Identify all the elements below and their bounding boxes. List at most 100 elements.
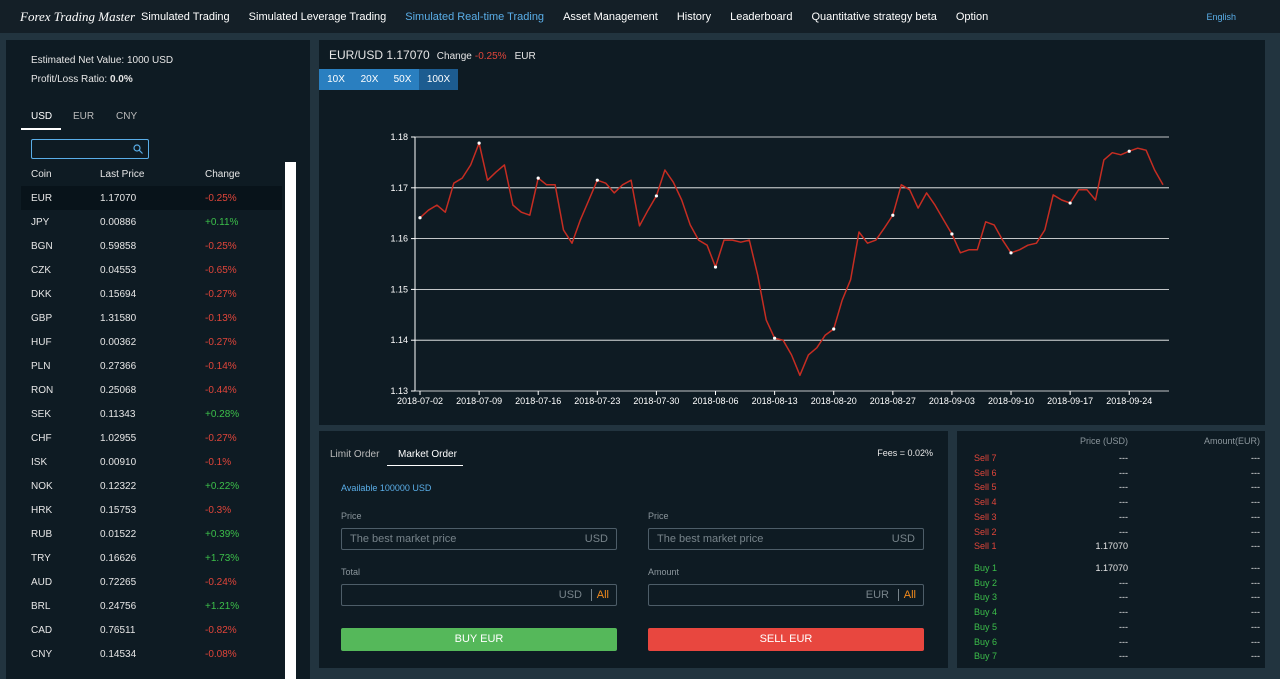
column-header: Coin bbox=[31, 169, 52, 180]
cell: -0.14% bbox=[205, 361, 237, 372]
book-label: Sell 6 bbox=[974, 467, 997, 478]
cell: -0.27% bbox=[205, 289, 237, 300]
nav-item[interactable]: Simulated Real-time Trading bbox=[405, 11, 545, 23]
leverage-button[interactable]: 10X bbox=[319, 69, 353, 90]
point bbox=[654, 194, 659, 198]
total-input[interactable]: USD All bbox=[341, 584, 617, 606]
all-button[interactable]: All bbox=[590, 589, 609, 601]
cell: 0.76511 bbox=[100, 625, 136, 636]
cell: 0.00886 bbox=[100, 217, 137, 228]
cell: -0.44% bbox=[205, 385, 237, 396]
x-tick-label: 2018-09-24 bbox=[1106, 396, 1152, 406]
coin-row[interactable]: BGN 0.59858 -0.25% bbox=[21, 234, 282, 258]
coin-row[interactable]: DKK 0.15694 -0.27% bbox=[21, 282, 282, 306]
nav-item[interactable]: Option bbox=[955, 11, 989, 23]
nav-item[interactable]: Quantitative strategy beta bbox=[811, 11, 937, 23]
y-tick-label: 1.15 bbox=[390, 284, 408, 294]
tab-underline bbox=[387, 465, 463, 466]
point bbox=[950, 232, 954, 236]
point bbox=[477, 141, 481, 145]
coin-row[interactable]: NOK 0.12322 +0.22% bbox=[21, 474, 282, 498]
price-line bbox=[419, 142, 1164, 377]
point bbox=[1009, 251, 1013, 255]
coin-row[interactable]: EUR 1.17070 -0.25% bbox=[21, 186, 282, 210]
book-label: Buy 7 bbox=[974, 651, 998, 662]
field-label: Amount bbox=[648, 567, 680, 577]
cell: +1.21% bbox=[205, 601, 240, 612]
leverage-button[interactable]: 50X bbox=[386, 69, 419, 90]
scrollbar[interactable] bbox=[285, 162, 296, 679]
coin-row[interactable]: SEK 0.11343 +0.28% bbox=[21, 402, 282, 426]
cell: TRY bbox=[31, 553, 51, 564]
coin-row[interactable]: GBP 1.31580 -0.13% bbox=[21, 306, 282, 330]
book-header: Amount(EUR) bbox=[1203, 436, 1260, 446]
all-button[interactable]: All bbox=[897, 589, 916, 601]
x-tick-label: 2018-09-03 bbox=[929, 396, 975, 406]
book-price: --- bbox=[1119, 526, 1128, 537]
buy-button[interactable]: BUY EUR bbox=[341, 628, 617, 651]
cell: +0.39% bbox=[205, 529, 240, 540]
point bbox=[595, 178, 599, 182]
coin-row[interactable]: CZK 0.04553 -0.65% bbox=[21, 258, 282, 282]
coin-row[interactable]: JPY 0.00886 +0.11% bbox=[21, 210, 282, 234]
leverage-button[interactable]: 100X bbox=[419, 69, 458, 90]
coin-row[interactable]: TRY 0.16626 +1.73% bbox=[21, 546, 282, 570]
book-amount: --- bbox=[1251, 453, 1260, 463]
pair: EUR/USD 1.17070 bbox=[329, 48, 430, 62]
cell: 0.00362 bbox=[100, 337, 137, 348]
book-label: Buy 4 bbox=[974, 607, 998, 618]
leverage-button[interactable]: 20X bbox=[353, 69, 386, 90]
cell: AUD bbox=[31, 577, 53, 588]
coin-row[interactable]: PLN 0.27366 -0.14% bbox=[21, 354, 282, 378]
order-tab[interactable]: Market Order bbox=[398, 449, 457, 460]
nav-item[interactable]: Asset Management bbox=[563, 11, 658, 23]
book-amount: --- bbox=[1251, 526, 1260, 537]
coin-row[interactable]: ISK 0.00910 -0.1% bbox=[21, 450, 282, 474]
book-header: Price (USD) bbox=[1079, 436, 1128, 446]
placeholder: The best market price bbox=[350, 533, 457, 545]
currency-tab[interactable]: USD bbox=[31, 111, 53, 122]
nav-item[interactable]: Simulated Trading bbox=[141, 11, 230, 23]
x-tick-label: 2018-07-16 bbox=[515, 396, 561, 406]
coin-row[interactable]: RUB 0.01522 +0.39% bbox=[21, 522, 282, 546]
cell: ISK bbox=[31, 457, 48, 468]
coin-row[interactable]: CAD 0.76511 -0.82% bbox=[21, 618, 282, 642]
cell: +0.22% bbox=[205, 481, 240, 492]
nav-item[interactable]: Simulated Leverage Trading bbox=[248, 11, 387, 23]
currency-tab[interactable]: EUR bbox=[73, 111, 95, 122]
price-input[interactable]: The best market price USD bbox=[648, 528, 924, 550]
book-label: Buy 5 bbox=[974, 621, 998, 632]
book-amount: --- bbox=[1251, 511, 1260, 522]
language[interactable]: English bbox=[1206, 12, 1236, 22]
order-tab[interactable]: Limit Order bbox=[330, 449, 380, 460]
nav-item[interactable]: Leaderboard bbox=[730, 11, 793, 23]
coin-row[interactable]: HRK 0.15753 -0.3% bbox=[21, 498, 282, 522]
coin-row[interactable]: BRL 0.24756 +1.21% bbox=[21, 594, 282, 618]
price-input[interactable]: The best market price USD bbox=[341, 528, 617, 550]
search-box[interactable] bbox=[31, 139, 149, 159]
nav-item[interactable]: History bbox=[676, 11, 712, 23]
cell: -0.24% bbox=[205, 577, 237, 588]
book-price: --- bbox=[1119, 497, 1128, 508]
x-tick-label: 2018-09-10 bbox=[988, 396, 1034, 406]
brand[interactable]: Forex Trading Master bbox=[20, 9, 136, 24]
book-price: --- bbox=[1119, 511, 1128, 522]
coin-row[interactable]: CNY 0.14534 -0.08% bbox=[21, 642, 282, 666]
cell: +1.73% bbox=[205, 553, 240, 564]
book-amount: --- bbox=[1251, 482, 1260, 493]
amount-input[interactable]: EUR All bbox=[648, 584, 924, 606]
coin-row[interactable]: AUD 0.72265 -0.24% bbox=[21, 570, 282, 594]
coin-row[interactable]: RON 0.25068 -0.44% bbox=[21, 378, 282, 402]
currency: EUR bbox=[514, 51, 536, 62]
x-tick-label: 2018-07-30 bbox=[633, 396, 679, 406]
coin-row[interactable]: HUF 0.00362 -0.27% bbox=[21, 330, 282, 354]
x-tick-label: 2018-08-13 bbox=[752, 396, 798, 406]
cell: HUF bbox=[31, 337, 52, 348]
currency-tab[interactable]: CNY bbox=[116, 111, 138, 122]
field-label: Total bbox=[341, 567, 361, 577]
sell-button[interactable]: SELL EUR bbox=[648, 628, 924, 651]
book-amount: --- bbox=[1251, 497, 1260, 508]
cell: +0.28% bbox=[205, 409, 240, 420]
book-label: Sell 7 bbox=[974, 453, 997, 463]
coin-row[interactable]: CHF 1.02955 -0.27% bbox=[21, 426, 282, 450]
